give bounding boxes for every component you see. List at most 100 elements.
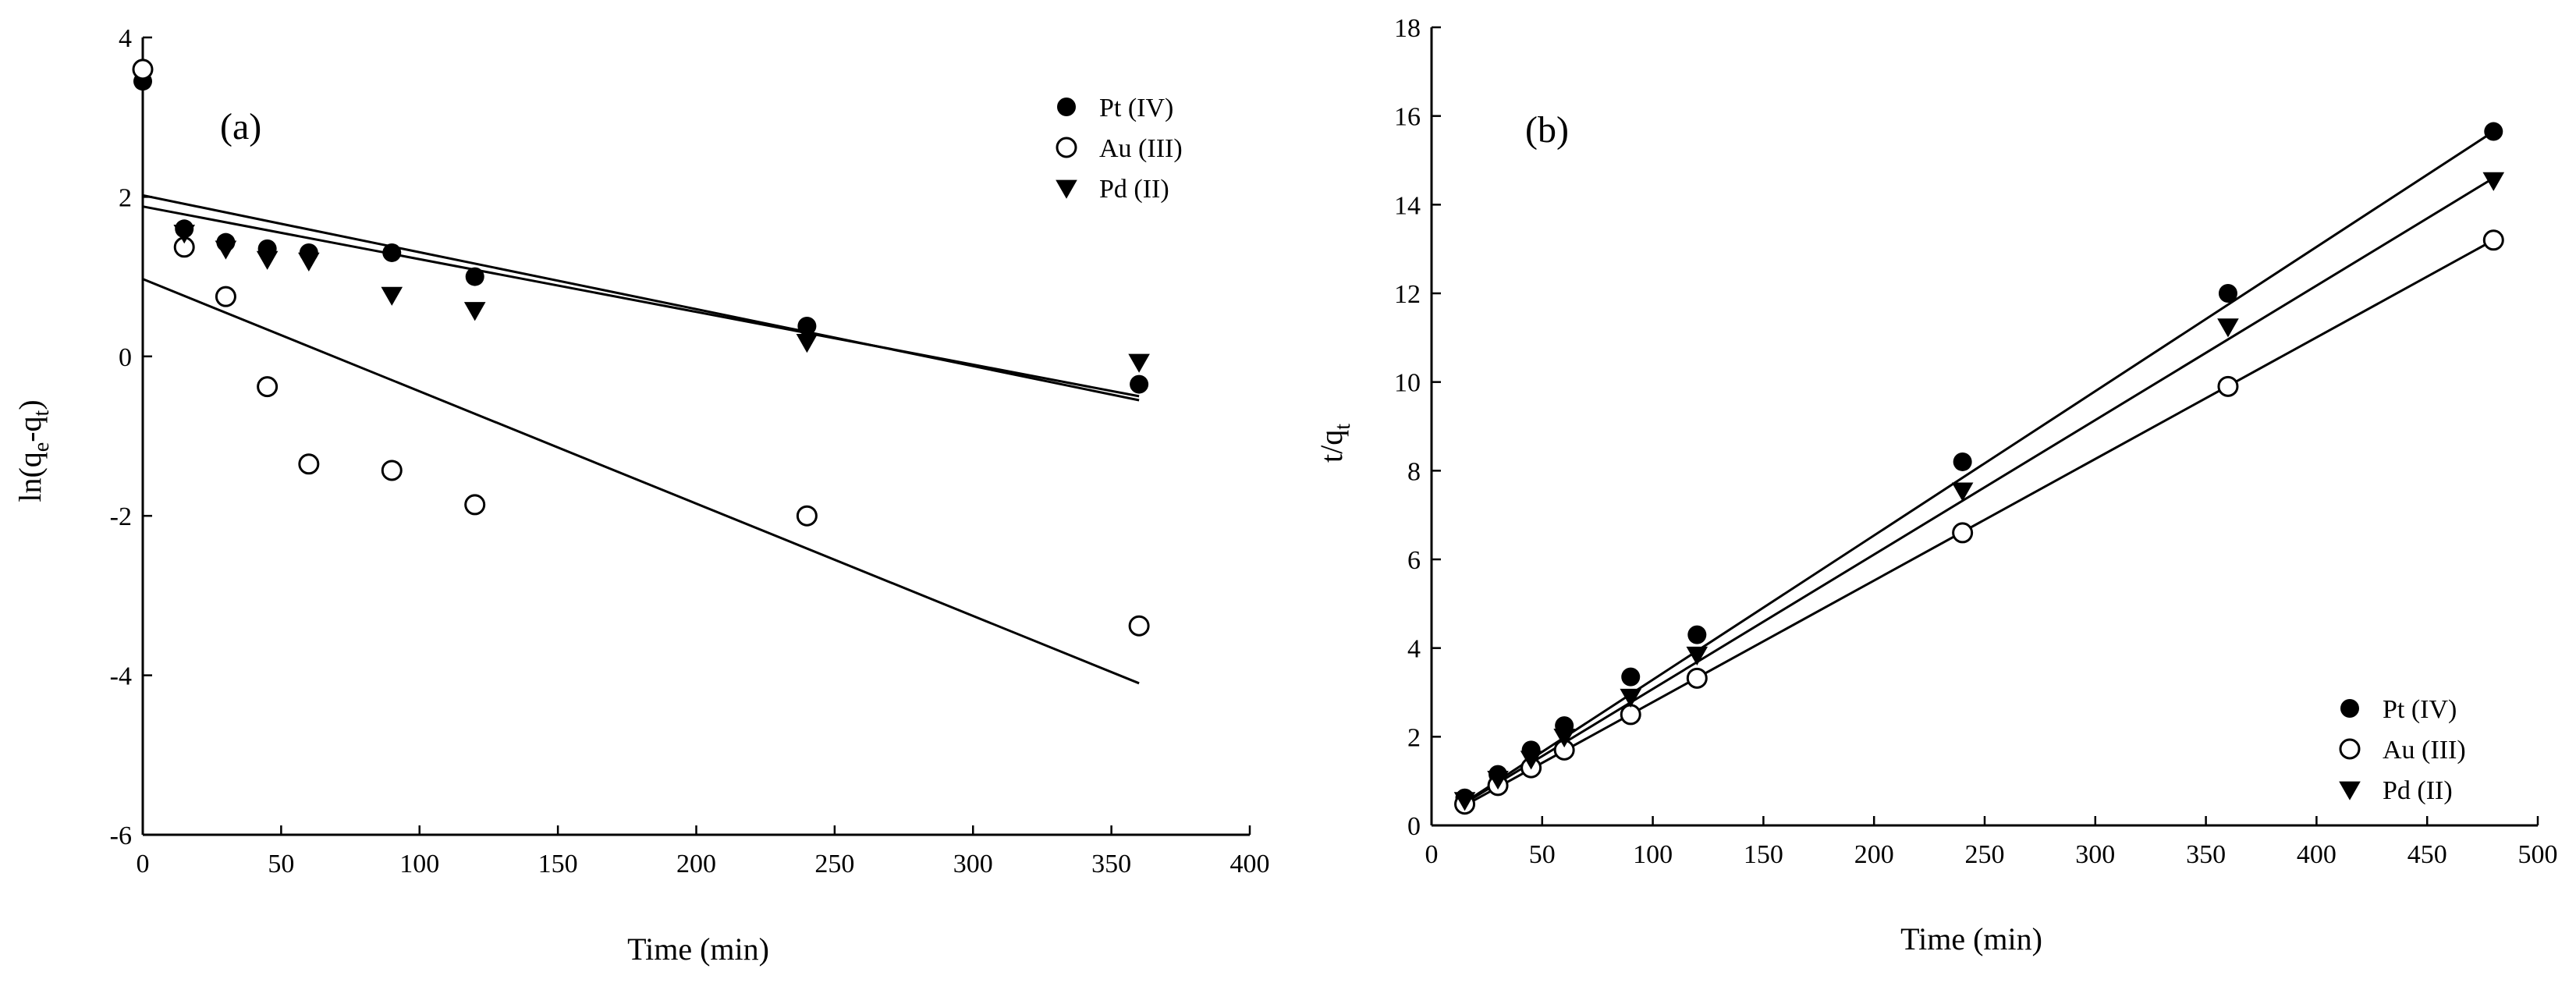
y-tick-label-b-14: 14 [1394,191,1421,220]
legend-marker-a-au-iii [1056,137,1077,158]
x-tick-label-a-50: 50 [268,850,294,878]
x-tick-label-a-350: 350 [1091,850,1131,878]
x-tick-label-a-300: 300 [953,850,993,878]
data-point-a-au-iii-0 [132,59,154,80]
x-tick-label-b-50: 50 [1529,840,1556,869]
data-point-b-pd-ii-2 [1520,751,1542,770]
data-point-a-pd-ii-2 [256,250,279,270]
data-point-b-pt-iv-5 [1687,625,1707,644]
x-tick-label-a-200: 200 [676,850,716,878]
y-label-b-main: t/q [1314,430,1349,463]
x-tick-label-a-400: 400 [1230,850,1270,878]
x-tick-label-a-100: 100 [399,850,439,878]
data-point-a-pt-iv-6 [465,267,484,286]
fit-line-a-pd-ii [142,205,1140,398]
y-tick-label-b-12: 12 [1394,280,1421,309]
data-point-b-pd-ii-4 [1620,688,1642,708]
data-point-a-au-iii-3 [257,376,279,398]
data-point-a-pd-ii-5 [463,302,486,321]
y-tick-label-b-8: 8 [1407,457,1421,486]
chart-panel-b: Time (min) t/qt (b) 0 50 100 150 200 250 300 35… [1314,14,2558,956]
fit-line-a-au-iii [142,278,1140,685]
legend-label-a-au-iii: Au (III) [1099,134,1183,163]
y-label-a-mid: -q [12,416,48,442]
legend-label-a-pd-ii: Pd (II) [1099,175,1169,204]
data-point-a-au-iii-2 [215,286,236,307]
y-tick-label-b-6: 6 [1407,546,1421,575]
data-point-a-pd-ii-4 [381,286,403,306]
y-tick-label-b-2: 2 [1407,723,1421,752]
fit-line-b-pt-iv [1464,130,2495,804]
data-point-a-pt-iv-8 [1130,374,1149,394]
y-tick-label-a--6: -6 [110,822,132,850]
y-tick-label-a--4: -4 [110,662,132,691]
data-point-b-pd-ii-8 [2482,172,2505,191]
x-axis-label-a: Time (min) [627,932,769,967]
legend-marker-b-pd-ii [2339,781,2361,800]
data-point-b-au-iii-7 [2217,375,2239,397]
data-point-a-pt-iv-5 [382,243,402,262]
y-tick-label-a--2: -2 [110,502,132,531]
panel-label-b: (b) [1525,109,1569,151]
data-point-b-au-iii-4 [1620,704,1641,726]
y-axis-label-b: t/qt [1314,424,1355,463]
legend-marker-a-pt-iv [1057,98,1076,116]
y-tick-label-b-18: 18 [1394,14,1421,43]
data-point-b-pd-ii-6 [1951,482,1974,502]
y-tick-label-a-2: 2 [119,183,132,212]
x-tick-label-b-0: 0 [1425,840,1439,869]
data-point-b-au-iii-8 [2482,229,2504,251]
data-point-b-pt-iv-8 [2484,122,2503,141]
x-tick-label-b-500: 500 [2518,840,2558,869]
data-point-a-au-iii-6 [464,494,486,516]
y-label-b-sub: t [1331,424,1355,430]
data-point-a-au-iii-8 [1128,615,1150,637]
data-point-a-pd-ii-0 [173,225,196,244]
y-tick-label-a-0: 0 [119,343,132,372]
data-point-a-pt-iv-7 [797,316,817,335]
fit-line-b-au-iii [1464,239,2495,807]
x-axis-label-b: Time (min) [1900,921,2042,956]
y-tick-label-b-10: 10 [1394,369,1421,398]
data-point-a-pd-ii-1 [215,240,237,260]
x-tick-label-b-350: 350 [2186,840,2226,869]
y-axis-label-a: ln(qe-qt) [12,399,54,502]
x-tick-label-b-300: 300 [2075,840,2115,869]
chart-panel-a: Time (min) ln(qe-qt) (a) 0 50 100 150 200 250… [12,24,1270,967]
data-point-a-pd-ii-7 [1128,353,1150,373]
data-point-b-au-iii-6 [1952,522,1974,544]
y-tick-label-b-16: 16 [1394,103,1421,132]
x-tick-label-a-0: 0 [137,850,150,878]
y-label-a-end: ) [12,399,48,410]
x-tick-label-b-200: 200 [1854,840,1894,869]
y-tick-label-b-4: 4 [1407,635,1421,664]
x-tick-label-b-150: 150 [1744,840,1783,869]
data-point-a-au-iii-4 [298,453,320,475]
y-tick-label-b-0: 0 [1407,812,1421,841]
data-point-a-pd-ii-3 [298,252,320,271]
y-label-a-sub2: t [30,410,54,416]
y-label-a-main: ln(q [12,452,48,502]
panel-label-a: (a) [220,106,261,147]
data-point-a-pd-ii-6 [796,334,818,353]
data-point-a-au-iii-5 [381,460,403,481]
data-point-b-pt-iv-4 [1621,667,1641,687]
x-tick-label-a-150: 150 [538,850,578,878]
data-point-b-pd-ii-3 [1553,728,1575,748]
x-tick-label-b-400: 400 [2297,840,2336,869]
legend-marker-a-pd-ii [1056,179,1077,199]
data-point-b-pd-ii-1 [1487,770,1509,790]
data-point-b-pt-iv-6 [1953,452,1972,471]
data-point-b-pd-ii-5 [1686,646,1708,665]
data-point-b-pd-ii-7 [2217,318,2239,338]
x-tick-label-b-450: 450 [2407,840,2447,869]
y-label-a-sub1: e [30,442,54,452]
legend-marker-b-au-iii [2339,738,2361,760]
x-tick-label-a-250: 250 [814,850,854,878]
fit-line-a-pt-iv [142,193,1140,402]
y-tick-label-a-4: 4 [119,24,132,53]
x-tick-label-b-250: 250 [1965,840,2005,869]
fit-line-b-pd-ii [1464,176,2495,804]
legend-label-a-pt-iv: Pt (IV) [1099,94,1173,122]
legend-label-b-pt-iv: Pt (IV) [2383,695,2457,724]
